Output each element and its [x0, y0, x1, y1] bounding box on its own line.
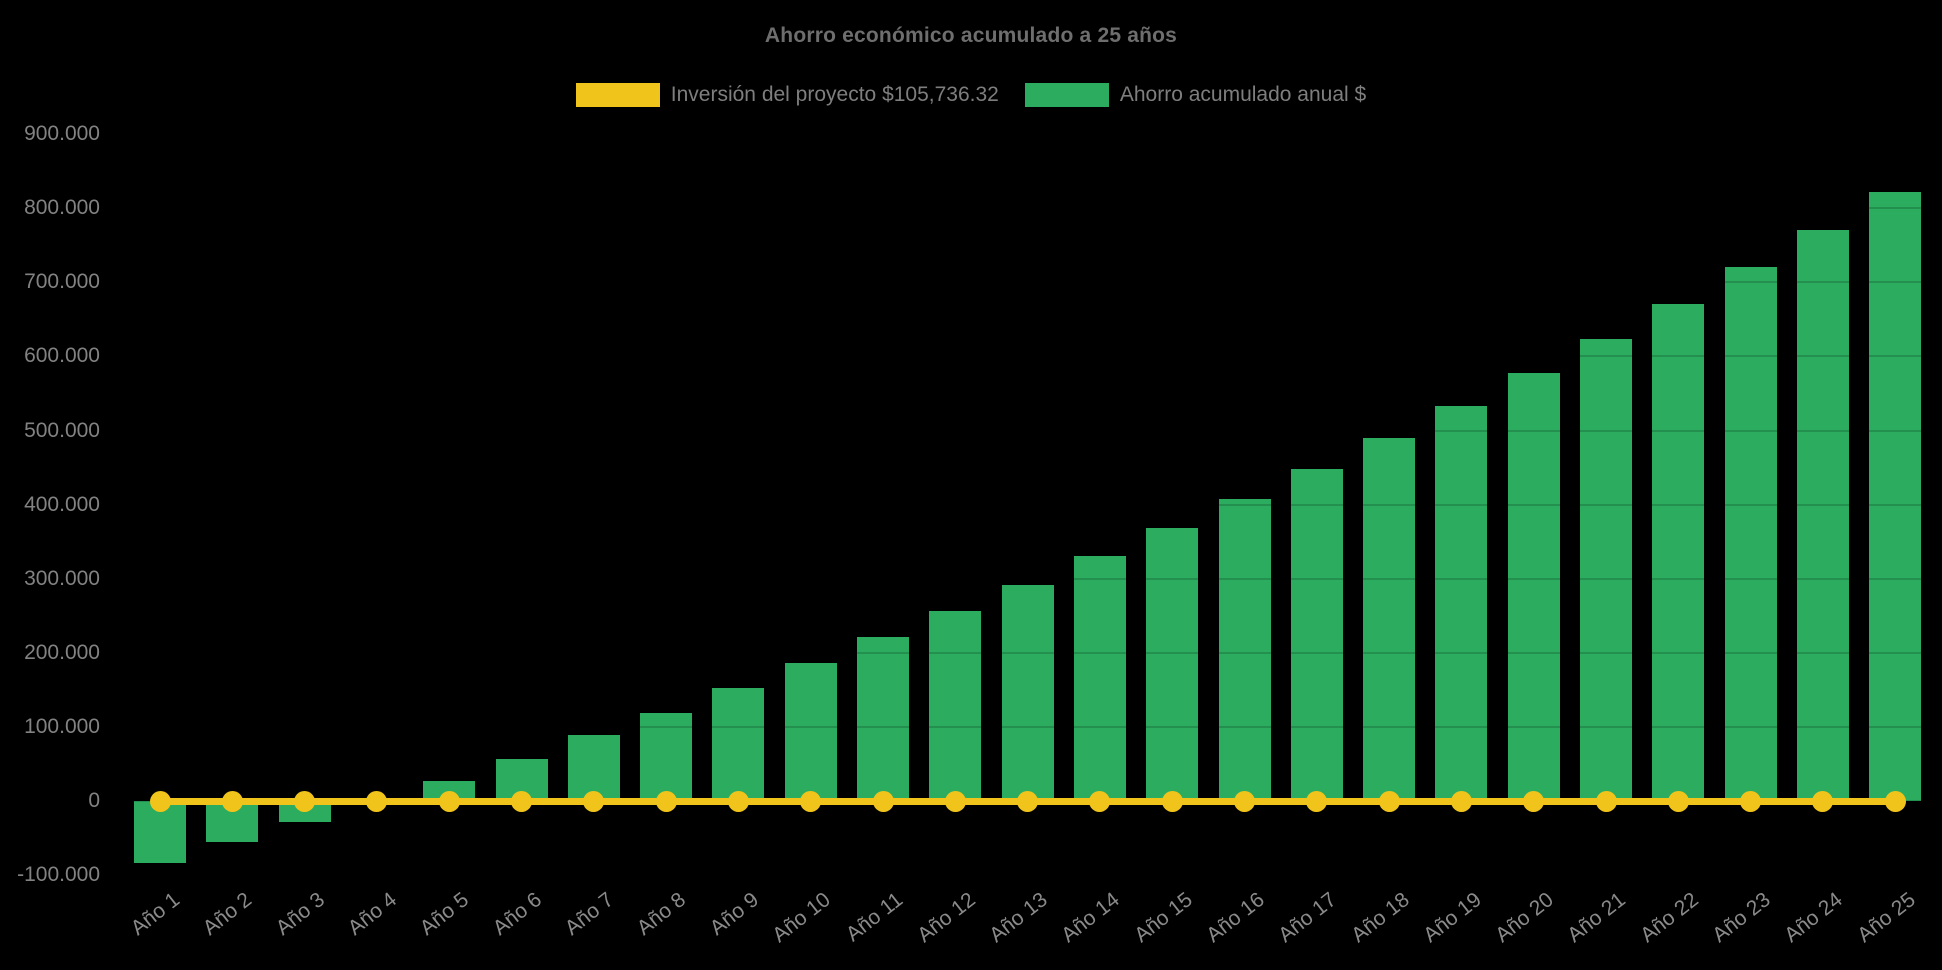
bar-ano-11[interactable]	[857, 637, 909, 801]
gridline	[108, 281, 1934, 284]
gridline	[108, 577, 1934, 580]
x-axis-label-ano-19: Año 19	[1418, 888, 1486, 948]
gridline	[108, 725, 1934, 728]
legend-swatch-inversion	[575, 83, 660, 107]
line-point-ano-7[interactable]	[583, 790, 605, 812]
x-axis-label-ano-16: Año 16	[1202, 888, 1269, 948]
line-point-ano-21[interactable]	[1595, 790, 1617, 812]
gridline	[108, 355, 1934, 358]
line-point-ano-10[interactable]	[800, 790, 822, 812]
y-axis-tick-label: 400.000	[24, 492, 100, 516]
bar-ano-9[interactable]	[712, 688, 765, 801]
x-axis-label-ano-13: Año 13	[985, 888, 1052, 948]
y-axis-tick-label: 800.000	[24, 196, 100, 220]
bar-ano-19[interactable]	[1435, 406, 1488, 801]
line-point-ano-19[interactable]	[1450, 790, 1472, 812]
line-point-ano-13[interactable]	[1017, 790, 1039, 812]
x-axis-label-ano-17: Año 17	[1274, 888, 1341, 948]
bar-ano-23[interactable]	[1724, 266, 1777, 801]
x-axis-label-ano-24: Año 24	[1780, 888, 1848, 948]
bar-ano-17[interactable]	[1290, 469, 1343, 801]
x-axis-label-ano-23: Año 23	[1708, 888, 1775, 948]
bar-ano-8[interactable]	[640, 712, 693, 801]
x-axis-label-ano-15: Año 15	[1129, 888, 1197, 948]
legend-item-inversion[interactable]: Inversión del proyecto $105,736.32	[575, 83, 999, 107]
bar-ano-21[interactable]	[1580, 339, 1632, 801]
x-axis-label-ano-22: Año 22	[1635, 888, 1703, 948]
gridline	[108, 874, 1934, 877]
y-axis-tick-label: 900.000	[24, 122, 100, 146]
gridline	[108, 503, 1934, 506]
x-axis-label-ano-20: Año 20	[1491, 888, 1558, 948]
y-axis-tick-label: 600.000	[24, 344, 100, 368]
x-axis-label-ano-4: Año 4	[343, 888, 402, 940]
x-axis-label-ano-9: Año 9	[705, 888, 763, 940]
line-point-ano-20[interactable]	[1523, 790, 1545, 812]
line-point-ano-1[interactable]	[149, 790, 171, 812]
x-axis-label-ano-3: Año 3	[271, 888, 329, 940]
gridline	[108, 651, 1934, 654]
x-axis-label-ano-12: Año 12	[912, 888, 980, 948]
line-point-ano-5[interactable]	[438, 790, 460, 812]
x-axis-label-ano-8: Año 8	[632, 888, 691, 940]
bar-ano-10[interactable]	[784, 663, 837, 801]
y-axis-tick-label: -100.000	[17, 863, 100, 887]
line-point-ano-2[interactable]	[221, 790, 243, 812]
line-point-ano-17[interactable]	[1306, 790, 1328, 812]
bar-ano-25[interactable]	[1869, 191, 1922, 801]
bar-ano-20[interactable]	[1507, 373, 1560, 801]
y-axis-tick-label: 100.000	[24, 714, 100, 738]
x-axis-label-ano-7: Año 7	[560, 888, 618, 940]
x-axis-label-ano-21: Año 21	[1563, 888, 1631, 948]
y-axis-tick-label: 500.000	[24, 418, 100, 442]
line-point-ano-6[interactable]	[511, 790, 532, 812]
bar-ano-14[interactable]	[1073, 556, 1126, 801]
y-axis-tick-label: 300.000	[24, 566, 100, 590]
legend: Inversión del proyecto $105,736.32 Ahorr…	[0, 83, 1942, 107]
line-point-ano-24[interactable]	[1812, 790, 1834, 812]
legend-swatch-ahorro	[1024, 83, 1109, 107]
line-point-ano-23[interactable]	[1740, 790, 1762, 812]
gridline	[108, 133, 1934, 136]
line-point-ano-14[interactable]	[1089, 790, 1111, 812]
bar-ano-18[interactable]	[1363, 437, 1416, 801]
bar-ano-7[interactable]	[567, 735, 620, 801]
x-axis-label-ano-2: Año 2	[199, 888, 257, 940]
line-point-ano-25[interactable]	[1884, 790, 1906, 812]
line-point-ano-4[interactable]	[366, 790, 388, 812]
bar-ano-15[interactable]	[1146, 528, 1199, 801]
line-point-ano-8[interactable]	[655, 790, 677, 812]
line-point-ano-3[interactable]	[294, 790, 316, 812]
bar-ano-12[interactable]	[929, 611, 982, 801]
bar-ano-13[interactable]	[1001, 584, 1054, 801]
line-point-ano-16[interactable]	[1234, 790, 1255, 812]
legend-label-inversion: Inversión del proyecto $105,736.32	[670, 83, 999, 106]
y-axis-tick-label: 0	[88, 789, 100, 812]
y-axis-tick-label: 200.000	[24, 640, 100, 664]
x-axis-label-ano-10: Año 10	[768, 888, 835, 948]
y-axis-tick-label: 700.000	[24, 270, 100, 294]
x-axis-label-ano-11: Año 11	[841, 888, 908, 947]
bar-ano-22[interactable]	[1652, 303, 1705, 801]
gridline	[108, 207, 1934, 210]
legend-item-ahorro[interactable]: Ahorro acumulado anual $	[1024, 83, 1367, 107]
x-axis-label-ano-6: Año 6	[488, 888, 546, 940]
line-point-ano-18[interactable]	[1378, 790, 1400, 812]
line-point-ano-12[interactable]	[944, 790, 966, 812]
chart-title: Ahorro económico acumulado a 25 años	[764, 24, 1178, 47]
x-axis-label-ano-25: Año 25	[1852, 888, 1920, 948]
x-axis-label-ano-1: Año 1	[126, 888, 185, 940]
x-axis-label-ano-14: Año 14	[1057, 888, 1125, 948]
legend-label-ahorro: Ahorro acumulado anual $	[1119, 83, 1367, 106]
bar-ano-24[interactable]	[1796, 229, 1849, 801]
line-point-ano-22[interactable]	[1667, 790, 1689, 812]
bar-ano-16[interactable]	[1218, 498, 1271, 801]
line-point-ano-11[interactable]	[872, 790, 894, 812]
x-axis-label-ano-5: Año 5	[415, 888, 474, 940]
x-axis-label-ano-18: Año 18	[1346, 888, 1414, 948]
line-point-ano-15[interactable]	[1161, 790, 1183, 812]
gridline	[108, 429, 1934, 432]
line-point-ano-9[interactable]	[727, 790, 749, 812]
